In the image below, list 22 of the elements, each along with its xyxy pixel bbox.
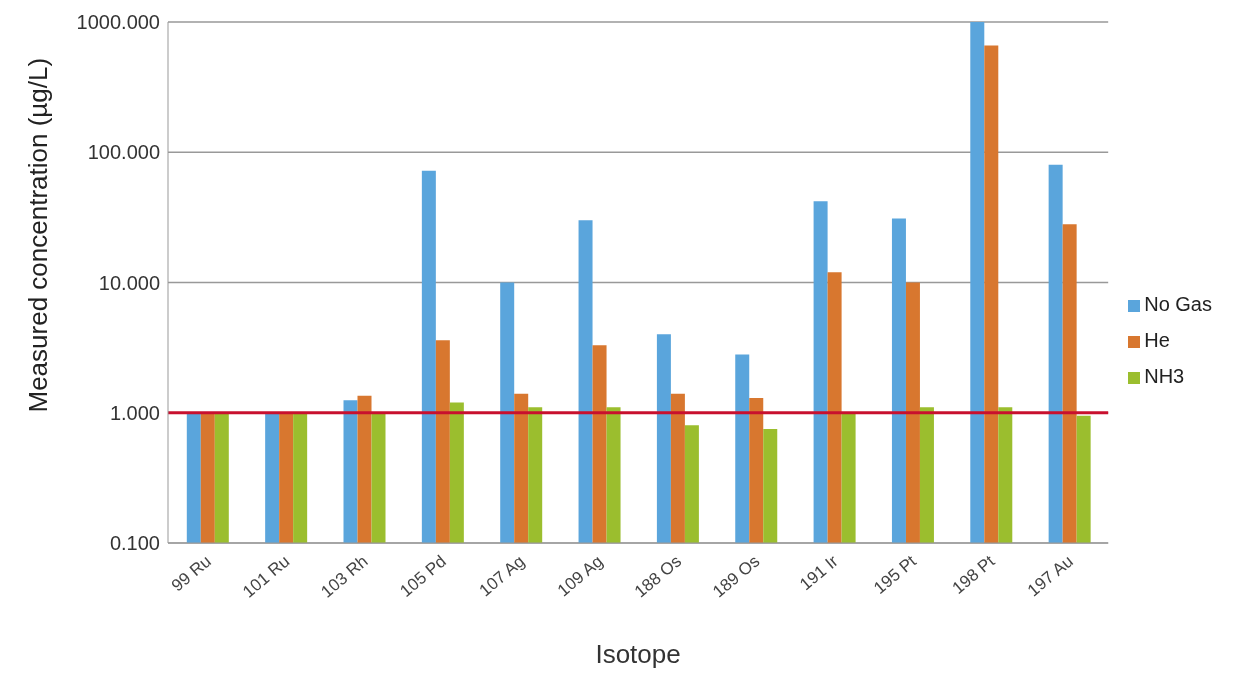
y-tick-label: 10.000 [98,271,160,294]
x-tick-label: 103 Rh [317,551,372,602]
x-tick-label: 99 Ru [167,551,215,596]
x-tick-label: 198 Pt [948,551,999,598]
x-axis-title: Isotope [595,639,681,669]
x-tick-label: 188 Os [630,551,685,602]
x-tick-label: 107 Ag [475,551,529,601]
y-axis-title: Measured concentration (µg/L) [23,57,54,413]
y-tick-label: 1000.000 [76,11,160,34]
x-tick-label: 191 Ir [796,551,842,595]
legend-label: NH3 [1144,364,1185,387]
y-tick-label: 100.000 [87,141,160,164]
x-tick-label: 105 Pd [396,551,450,601]
legend-label: He [1144,328,1170,351]
x-tick-label: 197 Au [1023,551,1077,601]
y-tick-label: 0.100 [109,532,160,555]
x-tick-label: 195 Pt [870,551,921,598]
x-tick-label: 189 Os [709,551,764,602]
legend-label: No Gas [1144,292,1212,315]
y-tick-label: 1.000 [109,401,160,424]
x-tick-label: 109 Ag [553,551,607,601]
x-tick-label: 101 Ru [239,551,294,602]
